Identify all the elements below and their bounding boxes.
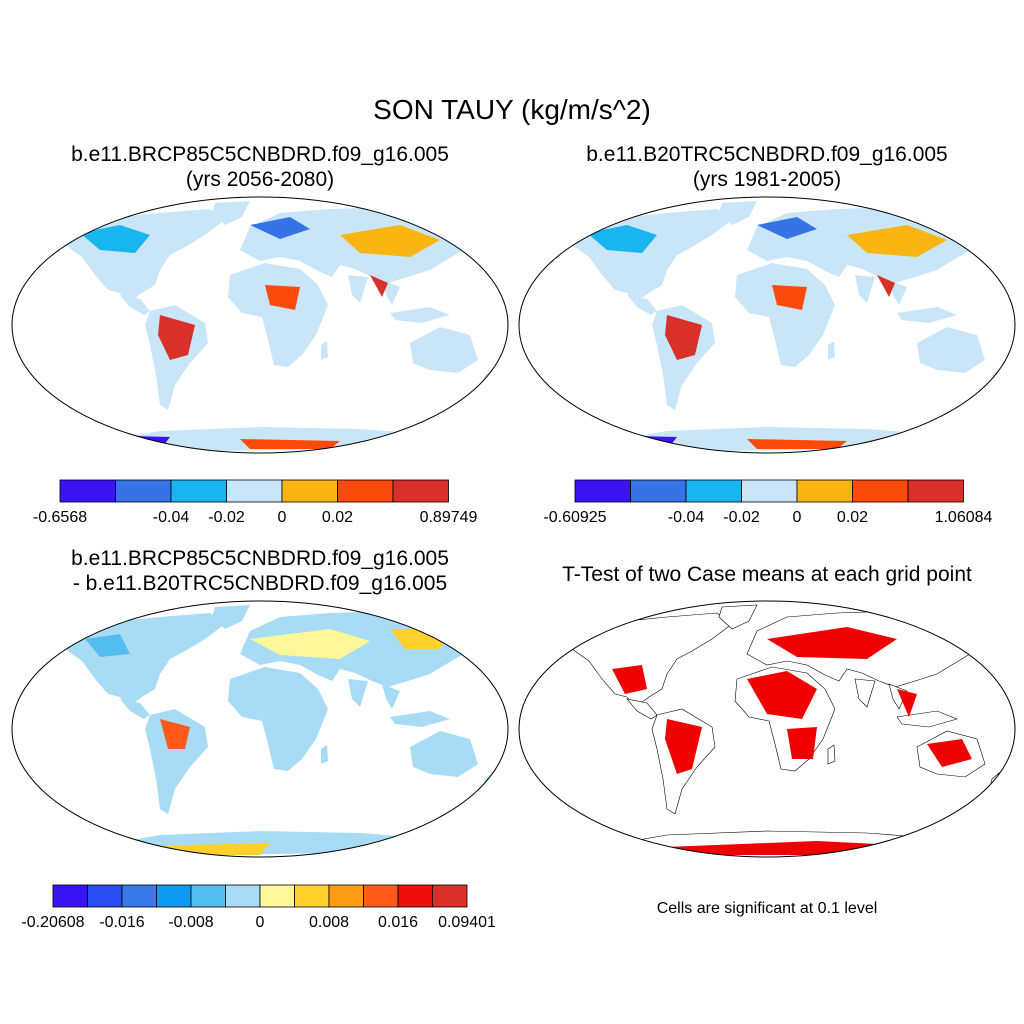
colorbar-tick-label: 0: [793, 509, 802, 526]
panel-title-line2: (yrs 1981-2005): [692, 168, 842, 191]
colorbar-tick-label: 0: [278, 509, 287, 526]
colorbar-swatch: [170, 479, 227, 503]
colorbar-tick-label: -0.02: [723, 509, 760, 526]
colorbar-tick-label: -0.20608: [21, 914, 84, 931]
colorbar-swatch: [685, 479, 742, 503]
colorbar-swatch: [156, 884, 192, 908]
colorbar-tick-label: 0.008: [309, 914, 349, 931]
colorbar-swatch: [281, 479, 338, 503]
map-bottom-left: [11, 600, 509, 858]
colorbar-swatch: [907, 479, 964, 503]
colorbar-swatch: [574, 479, 631, 503]
colorbar-top-left: -0.6568 -0.04 -0.02 0 0.02 0.89749: [33, 479, 478, 526]
colorbar-swatch: [121, 884, 157, 908]
significance-note: Cells are significant at 0.1 level: [656, 900, 878, 917]
panel-title-line1: b.e11.BRCP85C5CNBDRD.f09_g16.005: [71, 143, 449, 166]
colorbar-swatch: [852, 479, 909, 503]
panel-title-bottom-right: T-Test of two Case means at each grid po…: [517, 562, 1017, 587]
colorbar-swatch: [328, 884, 364, 908]
panel-title-top-left: b.e11.BRCP85C5CNBDRD.f09_g16.005 (yrs 20…: [10, 142, 510, 192]
colorbar-tick-label: -0.6568: [33, 509, 87, 526]
map-bottom-right: [518, 600, 1016, 858]
colorbar-swatch: [337, 479, 394, 503]
panel-title-line2: - b.e11.B20TRC5CNBDRD.f09_g16.005: [72, 572, 448, 595]
map-top-right: [518, 196, 1016, 454]
colorbar-tick-label: -0.60925: [543, 509, 606, 526]
colorbar-tick-label: 0: [256, 914, 265, 931]
colorbar-tick-label: 0.016: [378, 914, 418, 931]
colorbar-swatch: [87, 884, 123, 908]
colorbar-tick-label: -0.04: [153, 509, 190, 526]
panel-title-line1: b.e11.BRCP85C5CNBDRD.f09_g16.005: [71, 547, 449, 570]
colorbar-swatch: [741, 479, 798, 503]
map-top-left: [11, 196, 509, 454]
colorbar-top-right: -0.60925 -0.04 -0.02 0 0.02 1.06084: [543, 479, 993, 526]
main-title: SON TAUY (kg/m/s^2): [373, 94, 651, 125]
colorbar-tick-label: -0.016: [99, 914, 144, 931]
colorbar-tick-label: -0.008: [168, 914, 213, 931]
panel-title-top-right: b.e11.B20TRC5CNBDRD.f09_g16.005 (yrs 198…: [517, 142, 1017, 192]
colorbar-swatch: [259, 884, 295, 908]
colorbar-swatch: [226, 479, 283, 503]
colorbar-tick-label: -0.04: [668, 509, 705, 526]
colorbar-tick-label: 0.02: [837, 509, 868, 526]
colorbar-tick-label: 0.02: [322, 509, 353, 526]
panel-title-line1: T-Test of two Case means at each grid po…: [562, 563, 972, 586]
colorbar-swatch: [432, 884, 468, 908]
colorbar-tick-label: 1.06084: [935, 509, 993, 526]
colorbar-swatch: [363, 884, 399, 908]
colorbar-swatch: [52, 884, 88, 908]
colorbar-swatch: [397, 884, 433, 908]
colorbar-swatch: [392, 479, 449, 503]
colorbar-tick-label: 0.89749: [420, 509, 478, 526]
panel-title-line1: b.e11.B20TRC5CNBDRD.f09_g16.005: [586, 143, 948, 166]
colorbar-swatch: [294, 884, 330, 908]
colorbar-swatch: [630, 479, 687, 503]
panel-title-line2: (yrs 2056-2080): [185, 168, 335, 191]
colorbar-swatch: [796, 479, 853, 503]
colorbar-bottom-left: -0.20608 -0.016 -0.008 0 0.008 0.016 0.09401: [21, 884, 496, 931]
colorbar-swatch: [115, 479, 172, 503]
colorbar-swatch: [190, 884, 226, 908]
colorbar-swatch: [59, 479, 116, 503]
colorbar-tick-label: -0.02: [208, 509, 245, 526]
panel-title-bottom-left: b.e11.BRCP85C5CNBDRD.f09_g16.005 - b.e11…: [10, 546, 510, 596]
colorbar-swatch: [225, 884, 261, 908]
colorbar-tick-label: 0.09401: [438, 914, 496, 931]
